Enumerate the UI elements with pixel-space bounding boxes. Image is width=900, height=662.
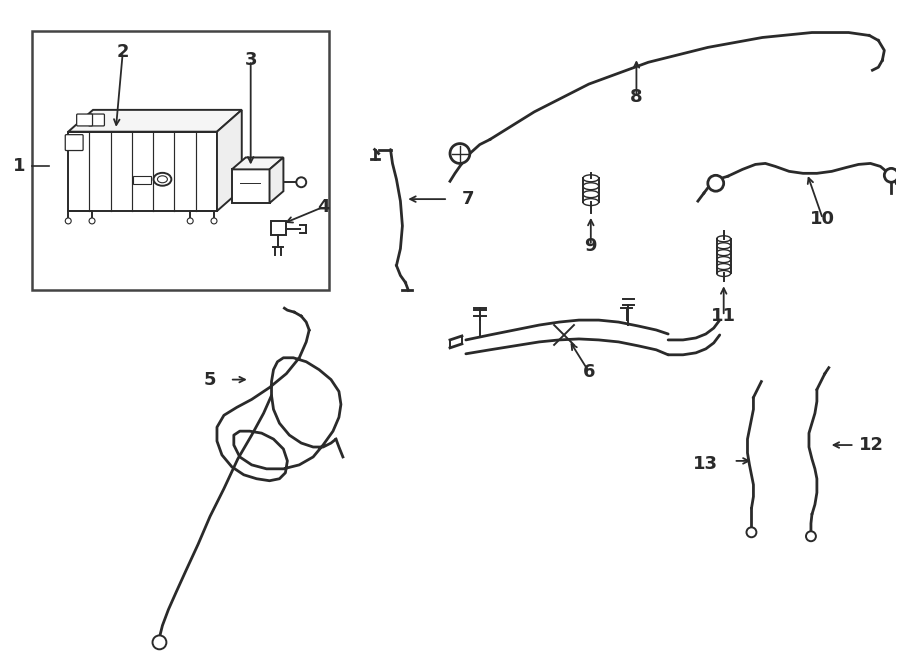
Text: 1: 1 [14,158,25,175]
Circle shape [885,168,898,182]
FancyBboxPatch shape [132,176,150,184]
Polygon shape [232,158,284,169]
Text: 7: 7 [462,190,474,208]
Polygon shape [217,110,242,211]
Text: 5: 5 [203,371,216,389]
FancyBboxPatch shape [271,221,286,235]
Bar [32,30,329,291]
Text: 8: 8 [630,88,643,106]
Text: 12: 12 [859,436,884,454]
FancyBboxPatch shape [76,114,93,126]
Circle shape [152,636,166,649]
FancyBboxPatch shape [88,114,104,126]
Text: 10: 10 [810,210,835,228]
FancyBboxPatch shape [232,169,269,203]
Circle shape [707,175,724,191]
Polygon shape [269,158,284,203]
Circle shape [296,177,306,187]
Circle shape [66,218,71,224]
Text: 3: 3 [245,51,256,70]
Circle shape [187,218,194,224]
Text: 9: 9 [585,237,597,255]
FancyBboxPatch shape [66,134,83,150]
Circle shape [746,528,756,538]
Text: 2: 2 [116,43,129,62]
Circle shape [450,144,470,164]
Circle shape [211,218,217,224]
Text: 6: 6 [582,363,595,381]
FancyBboxPatch shape [68,132,217,211]
Text: 13: 13 [693,455,717,473]
Circle shape [89,218,95,224]
Polygon shape [68,110,242,132]
Circle shape [806,532,816,542]
Text: 4: 4 [317,198,329,216]
Text: 11: 11 [711,307,736,325]
